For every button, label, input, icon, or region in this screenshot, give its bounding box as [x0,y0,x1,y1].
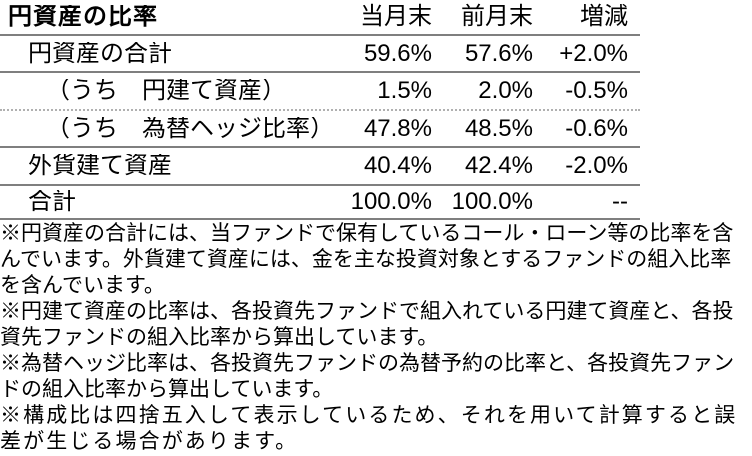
row-label: 外貨建て資産 [28,154,172,178]
table-row-fx-hedge-ratio: （うち 為替ヘッジ比率） 47.8% 48.5% -0.6% [0,111,640,148]
row-label: （うち 為替ヘッジ比率） [46,116,332,141]
value-previous-month: 100.0% [451,188,533,215]
col-header-previous-month-end: 前月末 [461,3,533,30]
value-previous-month: 42.4% [464,152,533,179]
value-change: -0.5% [565,77,628,104]
value-previous-month: 57.6% [464,39,533,67]
row-label: （うち 円建て資産） [46,79,286,103]
row-label: 円資産の合計 [28,41,172,66]
col-header-change: 増減 [580,3,628,30]
yen-asset-ratio-table: 円資産の比率 当月末 前月末 増減 円資産の合計 59.6% 57.6% +2.… [0,0,640,220]
col-header-current-month-end: 当月末 [360,3,432,30]
table-header-row: 円資産の比率 当月末 前月末 増減 [0,0,640,36]
footnotes: ※円資産の合計には、当ファンドで保有しているコール・ローン等の比率を含んでいます… [0,220,752,455]
value-current-month: 40.4% [363,152,432,179]
table-row-yen-assets-total: 円資産の合計 59.6% 57.6% +2.0% [0,36,640,73]
value-current-month: 1.5% [377,77,432,104]
value-change: -0.6% [565,114,628,142]
row-label: 合計 [28,190,76,214]
value-current-month: 47.8% [363,114,432,142]
footnote-3: ※為替ヘッジ比率は、各投資先ファンドの為替予約の比率と、各投資先ファンドの組入比… [0,352,735,401]
footnote-1: ※円資産の合計には、当ファンドで保有しているコール・ローン等の比率を含んでいます… [0,222,734,297]
value-previous-month: 48.5% [464,114,533,142]
footnote-2: ※円建て資産の比率は、各投資先ファンドで組入れている円建て資産と、各投資先ファン… [0,300,734,349]
table-row-yen-denominated-assets: （うち 円建て資産） 1.5% 2.0% -0.5% [0,73,640,111]
value-current-month: 100.0% [350,188,432,215]
table-title: 円資産の比率 [8,5,158,29]
table-row-foreign-currency-assets: 外貨建て資産 40.4% 42.4% -2.0% [0,148,640,186]
value-previous-month: 2.0% [478,77,533,104]
value-change: -2.0% [565,152,628,179]
value-current-month: 59.6% [363,39,432,67]
value-change: -- [612,188,628,215]
table-row-total: 合計 100.0% 100.0% -- [0,186,640,220]
footnote-4: ※構成比は四捨五入して表示しているため、それを用いて計算すると誤差が生じる場合が… [0,404,738,453]
value-change: +2.0% [559,39,628,67]
